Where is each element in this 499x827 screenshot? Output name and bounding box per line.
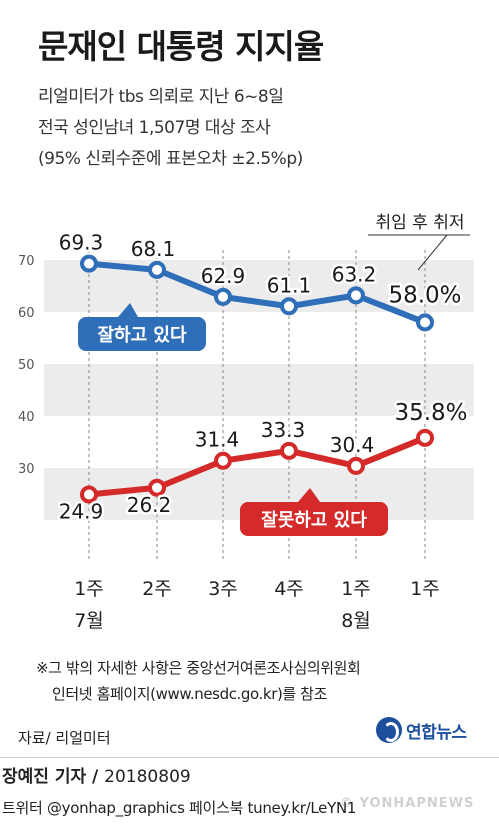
x-tick-label: 1주 <box>341 578 371 600</box>
x-tick-label: 4주 <box>274 578 304 600</box>
approve-value-label: 58.0% <box>388 282 461 308</box>
x-tick-label: 1주 <box>410 578 440 600</box>
annotation-label: 취임 후 취저 <box>375 213 464 233</box>
approve-point <box>416 313 434 332</box>
yonhap-logo: 연합뉴스 <box>376 717 467 743</box>
disapprove-point <box>80 485 98 504</box>
disapprove-point <box>347 456 365 475</box>
disapprove-series-label: 잘못하고 있다 <box>261 510 367 531</box>
footnote-line-2: 인터넷 홈페이지(www.nesdc.go.kr)를 참조 <box>52 685 327 703</box>
y-tick-label: 70 <box>18 254 35 269</box>
approve-value-label: 63.2 <box>332 262 377 286</box>
disapprove-point <box>148 478 166 497</box>
approve-series-pointer <box>118 303 138 317</box>
approve-point <box>214 287 232 306</box>
x-tick-month-label: 8월 <box>341 610 371 632</box>
approve-value-label: 69.3 <box>59 231 104 255</box>
approve-series-line <box>88 260 427 326</box>
watermark: © YONHAPNEWS <box>340 796 475 811</box>
disapprove-point <box>280 441 298 460</box>
approve-point <box>80 254 98 273</box>
x-tick-month-label: 7월 <box>74 610 104 632</box>
chart-title: 문재인 대통령 지지율 <box>38 27 324 66</box>
subtitle-line-3: (95% 신뢰수준에 표본오차 ±2.5%p) <box>38 149 303 169</box>
approve-value-label: 68.1 <box>131 237 176 261</box>
annotation-leader <box>417 234 448 271</box>
disapprove-value-label: 26.2 <box>127 493 172 517</box>
yonhap-logo-icon <box>376 717 402 743</box>
y-tick-label: 30 <box>18 462 35 477</box>
approve-series-label: 잘하고 있다 <box>97 325 187 346</box>
x-tick-label: 2주 <box>142 578 172 600</box>
disapprove-value-label: 33.3 <box>261 418 306 442</box>
byline-date: 20180809 <box>104 767 191 787</box>
approval-line-chart: 30 40 50 60 70 69.3 68.1 62.9 61.1 63.2 58.0% 24.9 2… <box>18 213 474 632</box>
byline-name: 장예진 기자 / <box>2 767 99 787</box>
footer-divider <box>0 757 499 758</box>
disapprove-value-label: 31.4 <box>195 428 240 452</box>
disapprove-series-box <box>240 502 388 536</box>
approve-value-label: 62.9 <box>201 264 246 288</box>
disapprove-point <box>416 428 434 447</box>
disapprove-series-line <box>88 435 427 498</box>
disapprove-value-label: 24.9 <box>59 500 104 524</box>
subtitle-line-2: 전국 성인남녀 1,507명 대상 조사 <box>38 118 271 138</box>
approve-point <box>280 297 298 316</box>
yonhap-logo-text: 연합뉴스 <box>406 722 467 743</box>
disapprove-value-label: 35.8% <box>394 400 467 426</box>
y-tick-label: 60 <box>18 306 35 321</box>
y-tick-label: 50 <box>18 358 35 373</box>
y-tick-label: 40 <box>18 410 35 425</box>
byline: 장예진 기자 / 20180809 <box>2 762 191 787</box>
footnote-line-1: ※그 밖의 자세한 사항은 중앙선거여론조사심의위원회 <box>36 659 361 677</box>
source-label: 자료/ 리얼미터 <box>18 729 111 747</box>
x-tick-label: 1주 <box>74 578 104 600</box>
disapprove-value-label: 30.4 <box>330 433 375 457</box>
disapprove-point <box>214 451 232 470</box>
disapprove-series-pointer <box>298 488 320 502</box>
subtitle-line-1: 리얼미터가 tbs 의뢰로 지난 6~8일 <box>38 87 284 107</box>
social-handles: 트위터 @yonhap_graphics 페이스북 tuney.kr/LeYN1 <box>2 799 357 817</box>
approve-series-box <box>78 317 206 351</box>
approve-point <box>347 286 365 305</box>
x-tick-label: 3주 <box>208 578 238 600</box>
approve-value-label: 61.1 <box>267 273 312 297</box>
grid-band <box>44 364 474 416</box>
approve-point <box>148 260 166 279</box>
